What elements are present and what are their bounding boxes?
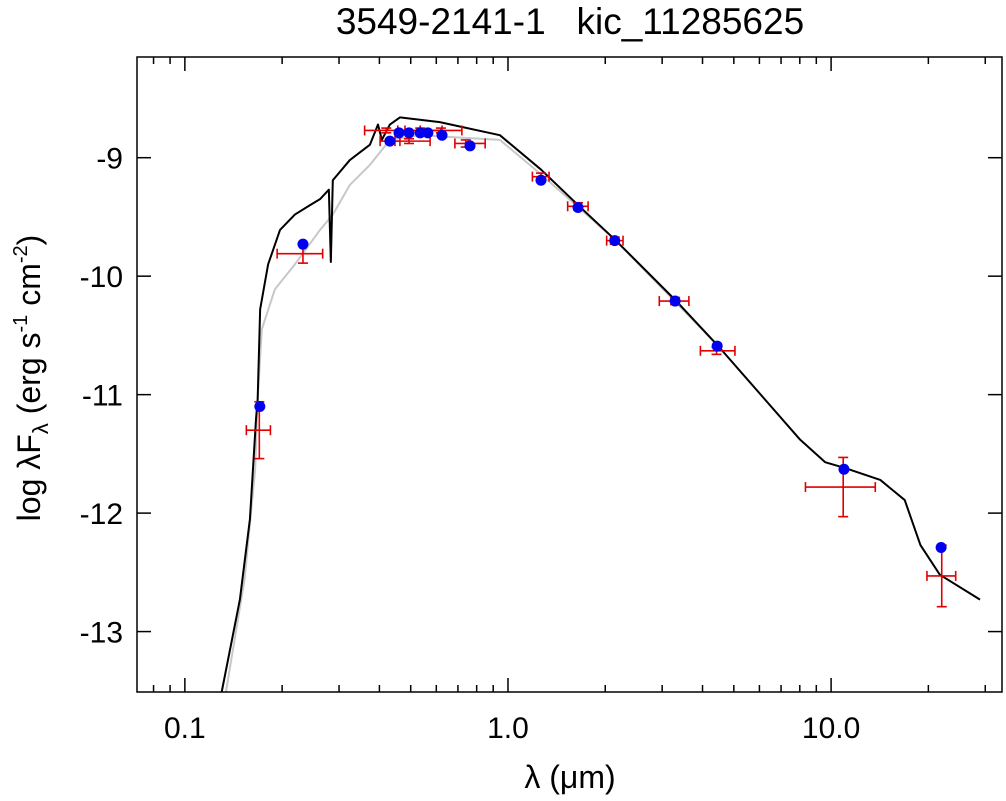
model-point [254, 400, 266, 412]
model-point [436, 129, 448, 141]
y-tick-label: -12 [80, 498, 123, 531]
y-axis-label: log λFλ (erg s-1 cm-2) [10, 235, 53, 522]
y-label-sup: -1 [10, 315, 32, 333]
model-point [414, 127, 426, 139]
model-spectrum [224, 134, 718, 692]
y-label-part: log λF [11, 434, 47, 521]
x-tick-label: 1.0 [487, 712, 529, 745]
model-point [464, 140, 476, 152]
model-point [535, 174, 547, 186]
model-point [384, 135, 396, 147]
model-point [838, 463, 850, 475]
model-point [711, 340, 723, 352]
y-label-sup: -2 [10, 245, 32, 263]
model-point [403, 127, 415, 139]
x-tick-label: 0.1 [164, 712, 206, 745]
x-tick-label: 10.0 [802, 712, 860, 745]
x-axis-label: λ (μm) [524, 759, 615, 795]
plot-area [220, 116, 981, 692]
model-point [393, 127, 405, 139]
model-point [422, 127, 434, 139]
y-tick-label: -13 [80, 617, 123, 650]
chart-title: 3549-2141-1 kic_11285625 [336, 1, 804, 42]
model-point [572, 201, 584, 213]
model-point [297, 238, 309, 250]
model-point [669, 295, 681, 307]
model-spectrum [220, 116, 981, 692]
model-point [935, 541, 947, 553]
y-tick-label: -10 [80, 261, 123, 294]
y-label-part: cm [11, 263, 47, 315]
plot-frame [136, 56, 1003, 693]
y-label-sub: λ [28, 423, 53, 434]
y-label-part: (erg s [11, 332, 47, 423]
y-label-part: ) [11, 235, 47, 246]
y-tick-label: -11 [82, 380, 123, 413]
model-point [609, 235, 621, 247]
y-tick-label: -9 [96, 143, 123, 176]
